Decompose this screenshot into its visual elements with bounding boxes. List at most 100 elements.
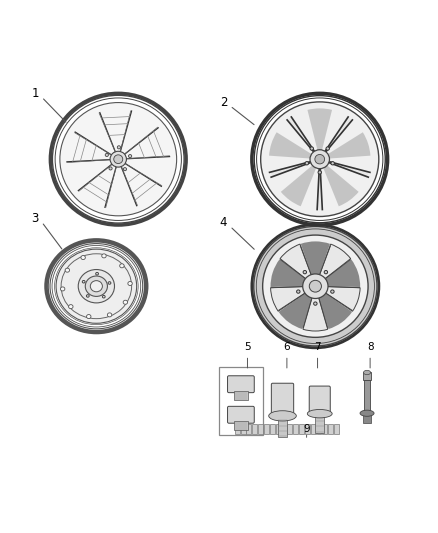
Wedge shape [287, 116, 320, 159]
Ellipse shape [81, 255, 85, 260]
Ellipse shape [102, 254, 106, 258]
Text: 5: 5 [244, 342, 251, 352]
Text: 7: 7 [314, 342, 321, 352]
Ellipse shape [360, 410, 374, 416]
Bar [364, 381, 370, 413]
Bar [282, 424, 286, 434]
Bar [299, 424, 304, 434]
Ellipse shape [107, 313, 112, 317]
Ellipse shape [65, 268, 70, 272]
Ellipse shape [331, 161, 334, 165]
Ellipse shape [78, 270, 114, 303]
Ellipse shape [315, 155, 325, 164]
Wedge shape [269, 132, 320, 159]
Bar [363, 413, 371, 423]
Bar [276, 424, 281, 434]
Bar [247, 424, 251, 434]
Wedge shape [317, 159, 323, 210]
Ellipse shape [87, 314, 91, 319]
Ellipse shape [110, 151, 127, 167]
Wedge shape [303, 286, 328, 331]
Wedge shape [271, 286, 315, 311]
Bar [278, 415, 287, 438]
Ellipse shape [120, 264, 124, 268]
Wedge shape [320, 159, 359, 206]
Wedge shape [315, 286, 360, 311]
Ellipse shape [268, 411, 296, 421]
Bar [234, 421, 247, 430]
Ellipse shape [109, 167, 112, 170]
Wedge shape [301, 241, 330, 286]
Bar [311, 424, 316, 434]
Wedge shape [279, 286, 315, 329]
Bar [315, 413, 324, 433]
Ellipse shape [128, 155, 132, 158]
Wedge shape [315, 286, 352, 329]
Ellipse shape [252, 224, 379, 348]
Ellipse shape [102, 295, 105, 298]
Ellipse shape [307, 409, 332, 418]
FancyBboxPatch shape [271, 383, 293, 417]
Ellipse shape [314, 302, 317, 305]
Ellipse shape [85, 276, 107, 296]
Bar [252, 424, 257, 434]
Ellipse shape [305, 161, 308, 165]
Ellipse shape [108, 282, 111, 284]
Text: 1: 1 [31, 87, 39, 100]
Text: 4: 4 [219, 216, 227, 229]
FancyBboxPatch shape [228, 406, 254, 423]
Ellipse shape [297, 290, 300, 293]
Ellipse shape [303, 270, 307, 274]
Wedge shape [271, 259, 315, 287]
Bar [287, 424, 292, 434]
Wedge shape [280, 244, 315, 286]
Wedge shape [315, 259, 360, 287]
Ellipse shape [364, 370, 371, 375]
Ellipse shape [318, 171, 321, 174]
Bar [264, 424, 269, 434]
Wedge shape [320, 116, 352, 159]
Text: 8: 8 [367, 342, 374, 352]
Ellipse shape [86, 295, 89, 297]
Ellipse shape [114, 155, 123, 164]
Ellipse shape [105, 154, 109, 157]
Text: 2: 2 [219, 96, 227, 109]
Ellipse shape [60, 287, 65, 291]
Bar [334, 424, 339, 434]
Ellipse shape [310, 150, 329, 168]
Bar [234, 391, 247, 400]
Text: 6: 6 [283, 342, 290, 352]
Bar [270, 424, 275, 434]
Ellipse shape [95, 272, 99, 275]
Ellipse shape [326, 147, 329, 150]
Ellipse shape [90, 281, 102, 292]
Ellipse shape [324, 270, 328, 274]
Bar [240, 424, 246, 434]
Bar [235, 424, 240, 434]
Ellipse shape [310, 147, 314, 150]
Text: 9: 9 [303, 424, 310, 434]
Bar [328, 424, 333, 434]
Ellipse shape [309, 280, 321, 292]
Ellipse shape [69, 305, 73, 309]
FancyBboxPatch shape [309, 386, 330, 415]
FancyBboxPatch shape [228, 376, 254, 393]
Wedge shape [320, 132, 371, 159]
Wedge shape [281, 159, 320, 206]
Ellipse shape [56, 249, 137, 324]
Bar [293, 424, 298, 434]
Bar [219, 367, 263, 435]
Ellipse shape [263, 235, 368, 337]
Ellipse shape [331, 290, 334, 293]
Ellipse shape [124, 167, 127, 171]
Ellipse shape [117, 146, 120, 149]
Ellipse shape [82, 280, 85, 283]
Wedge shape [320, 159, 369, 178]
Bar [322, 424, 327, 434]
Bar [363, 373, 371, 381]
Wedge shape [271, 159, 320, 178]
Text: 3: 3 [32, 212, 39, 225]
Ellipse shape [261, 102, 379, 216]
Wedge shape [307, 108, 332, 159]
Ellipse shape [123, 300, 127, 304]
